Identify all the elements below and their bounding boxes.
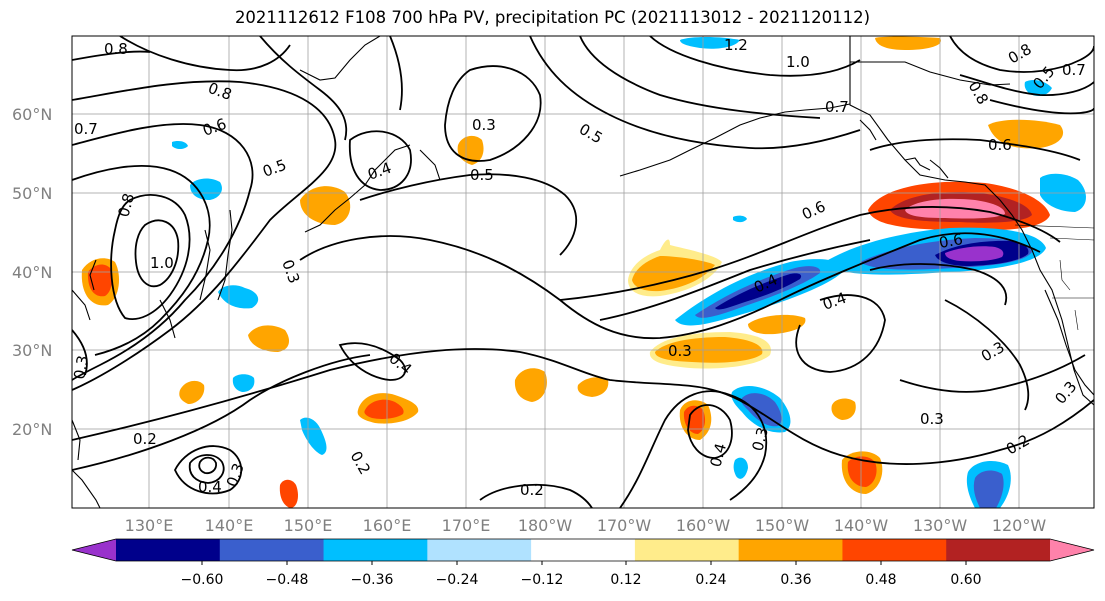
map-title: 2021112612 F108 700 hPa PV, precipitatio… bbox=[234, 8, 871, 27]
colorbar-ticks bbox=[201, 561, 967, 565]
colorbar-swatch bbox=[842, 539, 947, 561]
contour-label: 0.6 bbox=[938, 230, 965, 252]
longitude-labels: 130°E 140°E 150°E 160°E 170°E 180°W 170°… bbox=[125, 516, 1047, 535]
lon-label: 150°E bbox=[284, 516, 333, 535]
colorbar-label: −0.36 bbox=[351, 572, 394, 588]
plot-area: 0.8 1.2 1.0 0.8 0.7 0.8 0.5 0.7 0.8 0.3 … bbox=[70, 36, 1094, 508]
contour-label: 0.3 bbox=[70, 354, 92, 381]
colorbar-swatches bbox=[71, 538, 1095, 562]
lat-label: 30°N bbox=[12, 341, 52, 360]
colorbar-swatch bbox=[116, 539, 221, 561]
colorbar-swatch bbox=[738, 539, 843, 561]
contour-label: 0.3 bbox=[668, 342, 692, 360]
colorbar-label: 0.36 bbox=[780, 572, 811, 588]
plot-frame bbox=[71, 35, 1095, 509]
contour-label: 0.7 bbox=[74, 120, 98, 138]
contour-label: 1.0 bbox=[150, 254, 174, 272]
colorbar-label: 0.24 bbox=[695, 572, 726, 588]
lon-label: 140°E bbox=[205, 516, 254, 535]
borders bbox=[1014, 224, 1094, 331]
lon-label: 150°W bbox=[755, 516, 810, 535]
contour-label: 0.7 bbox=[1062, 61, 1086, 79]
colorbar-swatch bbox=[219, 539, 325, 561]
colorbar-label: −0.12 bbox=[521, 572, 564, 588]
lon-label: 140°W bbox=[834, 516, 889, 535]
lon-label: 160°W bbox=[676, 516, 731, 535]
contour-label: 0.8 bbox=[104, 40, 128, 58]
colorbar-swatch bbox=[427, 539, 532, 561]
lon-label: 130°W bbox=[913, 516, 968, 535]
latitude-labels: 60°N 50°N 40°N 30°N 20°N bbox=[12, 105, 52, 439]
colorbar-labels: −0.60 −0.48 −0.36 −0.24 −0.12 0.12 0.24 … bbox=[181, 572, 982, 588]
contour-label: 0.3 bbox=[472, 116, 496, 134]
colorbar-outline bbox=[71, 538, 1095, 562]
contour-label: 0.2 bbox=[520, 481, 544, 499]
contour-label: 0.4 bbox=[706, 441, 730, 469]
colorbar-swatch bbox=[946, 539, 1051, 561]
colorbar-label: 0.60 bbox=[950, 572, 981, 588]
colorbar-label: −0.60 bbox=[181, 572, 224, 588]
contour-label: 0.3 bbox=[920, 410, 944, 428]
colorbar-extend-min bbox=[72, 539, 116, 561]
lat-label: 40°N bbox=[12, 263, 52, 282]
contour-label: 0.3 bbox=[748, 425, 772, 453]
lon-label: 120°W bbox=[992, 516, 1047, 535]
colorbar-label: 0.12 bbox=[610, 572, 641, 588]
lat-label: 50°N bbox=[12, 184, 52, 203]
colorbar-label: −0.24 bbox=[436, 572, 479, 588]
lat-label: 20°N bbox=[12, 420, 52, 439]
contour-label: 0.8 bbox=[114, 191, 138, 219]
colorbar-swatch bbox=[634, 539, 740, 561]
contour-label: 1.2 bbox=[724, 36, 748, 54]
colorbar-swatch bbox=[531, 539, 636, 561]
colorbar-extend-max bbox=[1050, 539, 1094, 561]
contour-label: 0.4 bbox=[198, 478, 222, 496]
contour-label: 1.0 bbox=[786, 53, 810, 71]
colorbar-swatch bbox=[323, 539, 428, 561]
lon-label: 180°W bbox=[518, 516, 573, 535]
contour-label: 0.2 bbox=[133, 430, 157, 448]
coastlines bbox=[72, 36, 1094, 508]
contour-label: 0.6 bbox=[988, 136, 1012, 154]
lon-label: 160°E bbox=[363, 516, 412, 535]
colorbar-label: 0.48 bbox=[865, 572, 896, 588]
colorbar: −0.60 −0.48 −0.36 −0.24 −0.12 0.12 0.24 … bbox=[71, 538, 1095, 588]
lon-label: 170°W bbox=[597, 516, 652, 535]
lon-label: 170°E bbox=[442, 516, 491, 535]
lon-label: 130°E bbox=[125, 516, 174, 535]
lat-label: 60°N bbox=[12, 105, 52, 124]
contour-label: 0.5 bbox=[470, 166, 494, 184]
contour-label: 0.7 bbox=[825, 98, 849, 116]
precipitation-shading bbox=[81, 36, 1086, 508]
pv-contours bbox=[72, 36, 1094, 508]
colorbar-label: −0.48 bbox=[266, 572, 309, 588]
